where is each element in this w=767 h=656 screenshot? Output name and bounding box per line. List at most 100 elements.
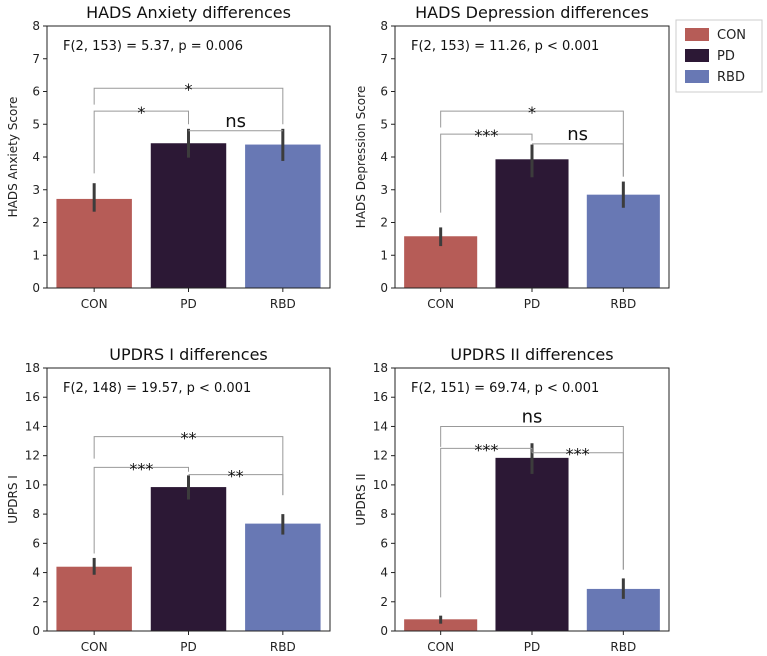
significance-label-con-pd: *** xyxy=(129,459,153,478)
bar-con xyxy=(56,198,132,288)
y-axis-label: HADS Depression Score xyxy=(354,86,368,228)
y-tick-label: 18 xyxy=(373,361,388,375)
y-tick-label: 6 xyxy=(380,536,388,550)
significance-label-con-pd: *** xyxy=(474,440,498,459)
chart-panel-updrs-ii: UPDRS II differences *** *** ns 0 2 4 6 8 10 12 14 1… xyxy=(354,345,670,654)
y-axis-label: HADS Anxiety Score xyxy=(6,97,20,218)
x-tick-label-con: CON xyxy=(427,640,454,654)
significance-label-con-rbd: * xyxy=(185,80,193,99)
bar-pd xyxy=(150,143,227,288)
bar-con xyxy=(404,619,478,631)
y-tick-label: 2 xyxy=(32,595,40,609)
bracket-con-rbd xyxy=(93,87,284,125)
chart-title: UPDRS II differences xyxy=(450,345,613,364)
anova-stat-text: F(2, 153) = 11.26, p < 0.001 xyxy=(411,39,599,54)
x-tick-label-pd: PD xyxy=(524,297,540,311)
y-tick-label: 4 xyxy=(380,150,388,164)
y-tick-label: 8 xyxy=(380,507,388,521)
y-tick-label: 0 xyxy=(380,624,388,638)
bracket-con-rbd xyxy=(440,425,624,570)
bracket-con-pd xyxy=(440,133,533,213)
bar-con xyxy=(56,566,132,631)
significance-label-pd-rbd: ** xyxy=(228,467,244,486)
chart-panel-hads-depression: HADS Depression differences *** ns * 0 1 2 3 4 5 6… xyxy=(354,3,670,311)
y-tick-label: 16 xyxy=(373,390,388,404)
y-tick-label: 0 xyxy=(32,624,40,638)
anova-stat-text: F(2, 148) = 19.57, p < 0.001 xyxy=(63,381,251,396)
significance-label-pd-rbd: ns xyxy=(567,124,588,145)
chart-title: HADS Depression differences xyxy=(415,3,649,22)
y-tick-label: 6 xyxy=(380,85,388,99)
bar-pd xyxy=(150,487,227,631)
chart-title: UPDRS I differences xyxy=(109,345,268,364)
y-tick-label: 2 xyxy=(380,216,388,230)
y-tick-label: 18 xyxy=(25,361,40,375)
bracket-con-rbd xyxy=(93,436,284,496)
significance-label-con-rbd: ns xyxy=(522,406,543,427)
x-tick-label-pd: PD xyxy=(180,297,196,311)
x-tick-label-rbd: RBD xyxy=(270,297,296,311)
x-tick-label-rbd: RBD xyxy=(610,297,636,311)
y-tick-label: 14 xyxy=(373,419,388,433)
y-tick-label: 2 xyxy=(32,216,40,230)
bracket-con-pd xyxy=(93,466,189,554)
bar-rbd xyxy=(586,194,660,288)
bracket-con-rbd xyxy=(440,110,624,177)
y-tick-label: 0 xyxy=(380,281,388,295)
y-tick-label: 10 xyxy=(373,478,388,492)
y-axis-label: UPDRS II xyxy=(354,473,368,525)
chart-panel-updrs-i: UPDRS I differences*** ****02468101214161… xyxy=(6,345,331,654)
legend-label-rbd: RBD xyxy=(717,70,745,85)
bar-rbd xyxy=(245,523,321,631)
legend-swatch-con xyxy=(685,28,709,41)
significance-label-pd-rbd: ns xyxy=(225,111,246,132)
significance-label-con-rbd: ** xyxy=(181,429,197,448)
y-tick-label: 3 xyxy=(380,183,388,197)
legend-swatch-rbd xyxy=(685,70,709,83)
y-tick-label: 8 xyxy=(380,19,388,33)
chart-panel-hads-anxiety: HADS Anxiety differences * ns * 0 1 2 3 4 5 6 7 8 CON… xyxy=(6,3,331,311)
bracket-con-pd xyxy=(440,447,533,598)
significance-label-con-pd: *** xyxy=(474,126,498,145)
significance-label-con-rbd: * xyxy=(528,103,536,122)
significance-label-pd-rbd: *** xyxy=(566,445,590,464)
y-tick-label: 0 xyxy=(32,281,40,295)
y-tick-label: 3 xyxy=(32,183,40,197)
y-tick-label: 4 xyxy=(32,150,40,164)
chart-title: HADS Anxiety differences xyxy=(86,3,291,22)
y-tick-label: 5 xyxy=(380,117,388,131)
y-tick-label: 12 xyxy=(373,449,388,463)
legend-label-pd: PD xyxy=(717,49,735,64)
bar-pd xyxy=(495,159,569,288)
x-tick-label-pd: PD xyxy=(524,640,540,654)
anova-stat-text: F(2, 151) = 69.74, p < 0.001 xyxy=(411,381,599,396)
y-axis-label: UPDRS I xyxy=(6,475,20,524)
y-tick-label: 8 xyxy=(32,19,40,33)
significance-label-con-pd: * xyxy=(137,103,145,122)
y-tick-label: 6 xyxy=(32,85,40,99)
legend-label-con: CON xyxy=(717,28,746,43)
x-tick-label-rbd: RBD xyxy=(270,640,296,654)
bar-rbd xyxy=(245,144,321,288)
bar-pd xyxy=(495,457,569,631)
x-tick-label-rbd: RBD xyxy=(610,640,636,654)
bracket-con-pd xyxy=(93,110,189,174)
x-tick-label-con: CON xyxy=(427,297,454,311)
anova-stat-text: F(2, 153) = 5.37, p = 0.006 xyxy=(63,39,243,54)
y-tick-label: 14 xyxy=(25,419,40,433)
legend: CON PD RBD xyxy=(675,19,763,93)
x-tick-label-con: CON xyxy=(81,297,108,311)
legend-swatch-pd xyxy=(685,49,709,62)
y-tick-label: 5 xyxy=(32,117,40,131)
y-tick-label: 7 xyxy=(380,52,388,66)
y-tick-label: 4 xyxy=(380,566,388,580)
y-tick-label: 1 xyxy=(32,248,40,262)
x-tick-label-pd: PD xyxy=(180,640,196,654)
y-tick-label: 16 xyxy=(25,390,40,404)
x-tick-label-con: CON xyxy=(81,640,108,654)
y-tick-label: 10 xyxy=(25,478,40,492)
y-tick-label: 1 xyxy=(380,248,388,262)
y-tick-label: 7 xyxy=(32,52,40,66)
y-tick-label: 2 xyxy=(380,595,388,609)
